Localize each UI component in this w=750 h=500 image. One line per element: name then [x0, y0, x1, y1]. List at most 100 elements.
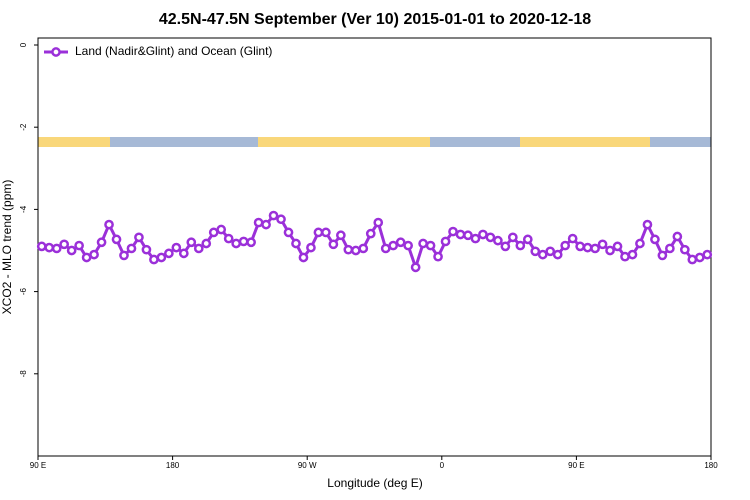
point [567, 233, 578, 244]
y-tick-label: -6 [19, 287, 28, 295]
point [395, 237, 406, 248]
point [321, 227, 331, 238]
point [156, 252, 167, 263]
point [515, 240, 526, 251]
point [119, 250, 129, 261]
point [448, 226, 458, 237]
point [44, 242, 55, 253]
point [36, 241, 47, 252]
point [620, 251, 630, 262]
point [687, 254, 698, 265]
point [463, 230, 473, 241]
y-tick-label: 0 [19, 42, 28, 47]
point [164, 248, 174, 259]
point [530, 246, 541, 257]
point [470, 233, 481, 244]
point [51, 243, 62, 254]
point [134, 232, 144, 243]
chart-title: 42.5N-47.5N September (Ver 10) 2015-01-0… [159, 11, 591, 28]
point [537, 249, 548, 260]
point [328, 239, 339, 250]
point [522, 234, 533, 245]
point [433, 251, 443, 262]
point [702, 249, 713, 260]
point [66, 245, 77, 256]
point [380, 243, 391, 254]
point [597, 239, 608, 250]
point [291, 238, 301, 249]
point [89, 249, 99, 260]
point [425, 240, 436, 251]
point [208, 227, 219, 238]
point [96, 237, 107, 248]
point [388, 240, 399, 251]
point [590, 243, 600, 254]
point [627, 249, 638, 260]
point [201, 238, 212, 249]
point [268, 210, 279, 221]
point [485, 232, 496, 243]
point [111, 234, 122, 245]
point [560, 240, 571, 251]
point [149, 254, 159, 265]
point [672, 231, 683, 242]
point [104, 219, 114, 230]
point [650, 234, 660, 245]
point [298, 252, 309, 263]
point [283, 227, 294, 238]
point [276, 214, 286, 225]
point [178, 248, 189, 259]
point [679, 244, 690, 255]
point [186, 237, 197, 248]
point [635, 238, 645, 249]
point [575, 241, 585, 252]
point [238, 236, 249, 247]
point [552, 249, 563, 260]
point [358, 243, 369, 254]
point [478, 229, 488, 240]
point [403, 240, 413, 251]
x-tick-label: 90 E [568, 461, 584, 470]
x-tick-label: 90 W [298, 461, 317, 470]
y-tick-label: -2 [19, 123, 28, 131]
point [665, 243, 675, 254]
point [261, 219, 271, 230]
point [440, 236, 451, 247]
point [74, 240, 84, 251]
point [365, 228, 376, 239]
point [642, 219, 653, 230]
point [455, 229, 466, 240]
point [59, 239, 70, 250]
land-ocean-strip [38, 137, 711, 147]
point [336, 230, 346, 241]
x-tick-label: 180 [166, 461, 180, 470]
point [418, 238, 428, 249]
point [507, 232, 518, 243]
point [193, 243, 204, 254]
y-tick-label: -8 [19, 370, 28, 378]
point [582, 242, 593, 253]
point [493, 235, 503, 246]
point [343, 244, 354, 255]
point [231, 238, 242, 249]
point [81, 252, 92, 263]
point [223, 233, 234, 244]
point [605, 245, 615, 256]
point [694, 252, 705, 263]
point [306, 242, 316, 253]
point [410, 262, 421, 273]
point [313, 227, 324, 238]
x-axis-label: Longitude (deg E) [327, 476, 422, 490]
point [545, 246, 556, 257]
point [373, 217, 384, 228]
legend-marker [51, 47, 61, 57]
y-tick-label: -4 [19, 205, 28, 213]
point [500, 241, 511, 252]
point [126, 243, 137, 254]
point [246, 237, 256, 248]
x-tick-label: 0 [440, 461, 445, 470]
x-tick-label: 90 E [30, 461, 46, 470]
point [171, 242, 182, 253]
point [216, 224, 227, 235]
